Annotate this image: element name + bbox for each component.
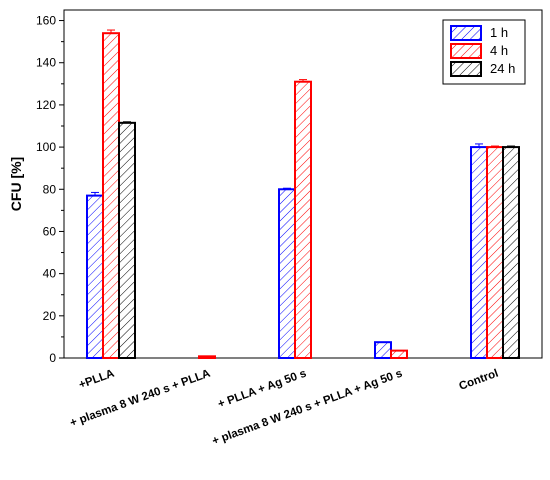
y-tick-label: 20: [43, 309, 57, 323]
bars-group: [86, 29, 520, 360]
legend-label: 24 h: [490, 61, 515, 76]
legend-swatch: [450, 43, 482, 59]
y-tick-label: 60: [43, 224, 57, 238]
x-category-label: + plasma 8 W 240 s + PLLA + Ag 50 s: [211, 368, 404, 448]
legend: 1 h 4 h 24 h: [442, 19, 526, 85]
bar-4h-cat0: [102, 32, 120, 359]
y-axis-label: CFU [%]: [8, 157, 24, 211]
bar-4h-cat1: [198, 355, 216, 359]
legend-swatch: [450, 25, 482, 41]
bar-4h-cat4: [486, 146, 504, 359]
legend-swatch: [450, 61, 482, 77]
y-tick-label: 80: [43, 182, 57, 196]
y-tick-label: 100: [36, 140, 56, 154]
y-tick-label: 0: [49, 351, 56, 365]
bar-24h-cat0: [118, 121, 136, 359]
y-tick-label: 120: [36, 98, 56, 112]
y-tick-label: 40: [43, 267, 57, 281]
y-tick-label: 160: [36, 14, 56, 28]
bar-1h-cat0: [86, 194, 104, 359]
bar-1h-cat2: [278, 188, 296, 359]
bar-1h-cat4: [470, 146, 488, 359]
legend-label: 4 h: [490, 43, 508, 58]
x-axis-categories: +PLLA+ plasma 8 W 240 s + PLLA + PLLA + A…: [69, 368, 500, 448]
x-category-label: +PLLA: [77, 368, 116, 392]
x-category-label: Control: [457, 368, 500, 393]
x-category-label: + PLLA + Ag 50 s: [216, 368, 308, 411]
y-tick-label: 140: [36, 56, 56, 70]
legend-label: 1 h: [490, 25, 508, 40]
y-axis: 0 20 40 60 80 100 120 140 160: [36, 14, 64, 365]
bar-4h-cat2: [294, 80, 312, 360]
bar-4h-cat3: [390, 349, 408, 360]
bar-24h-cat4: [502, 146, 520, 359]
bar-1h-cat3: [374, 341, 392, 360]
